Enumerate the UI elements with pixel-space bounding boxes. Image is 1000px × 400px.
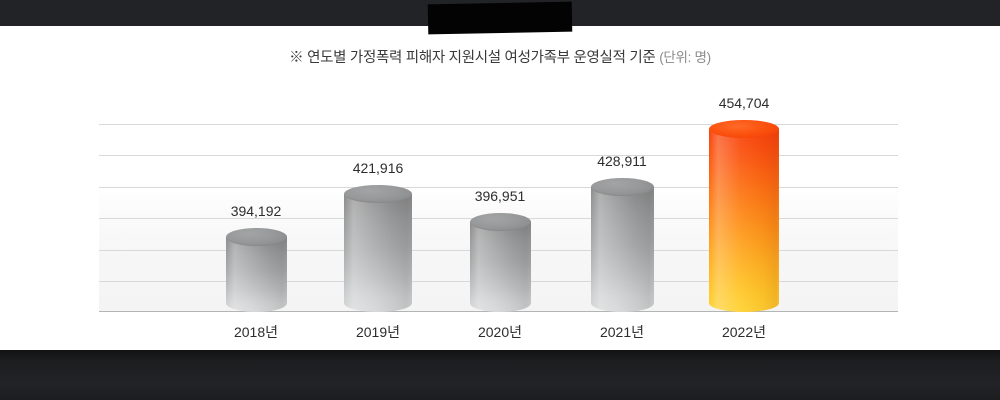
bar-top-ellipse — [344, 185, 412, 203]
bar-body — [344, 194, 412, 312]
bar-top-ellipse — [225, 228, 287, 246]
value-label-2020: 396,951 — [474, 188, 526, 204]
chart-plot-area — [99, 120, 898, 312]
chart-title-unit: (단위: 명) — [659, 50, 711, 65]
value-label-2021: 428,911 — [597, 153, 647, 169]
gridline — [99, 155, 898, 156]
bar-body — [225, 237, 287, 312]
bar-top-ellipse — [590, 178, 654, 196]
value-label-2022: 454,704 — [718, 95, 770, 111]
bar-top-ellipse — [469, 213, 531, 231]
top-chrome-bar — [0, 0, 1000, 35]
bar-top-ellipse — [709, 120, 779, 138]
bar-2019[interactable] — [344, 185, 412, 312]
bottom-chrome-bar — [0, 350, 1000, 400]
value-label-2018: 394,192 — [230, 203, 282, 219]
category-label-2021: 2021년 — [599, 324, 645, 340]
gridline — [99, 124, 898, 125]
chart-title-text: ※ 연도별 가정폭력 피해자 지원시설 여성가족부 운영실적 기준 — [289, 50, 656, 66]
chart-title: ※ 연도별 가정폭력 피해자 지원시설 여성가족부 운영실적 기준 (단위: 명… — [0, 46, 1000, 67]
bar-2022[interactable] — [709, 120, 779, 312]
bar-body — [709, 129, 779, 312]
bar-2018[interactable] — [225, 228, 287, 312]
category-label-2018: 2018년 — [233, 324, 279, 340]
value-label-2019: 421,916 — [352, 160, 404, 176]
category-label-2019: 2019년 — [355, 324, 401, 340]
gridline — [99, 187, 898, 188]
category-label-2022: 2022년 — [721, 324, 767, 340]
redaction-block — [427, 1, 573, 35]
bar-2020[interactable] — [469, 213, 531, 312]
category-label-2020: 2020년 — [477, 324, 523, 340]
bar-body — [469, 222, 531, 312]
bar-2021[interactable] — [590, 178, 654, 312]
bar-body — [590, 187, 654, 312]
